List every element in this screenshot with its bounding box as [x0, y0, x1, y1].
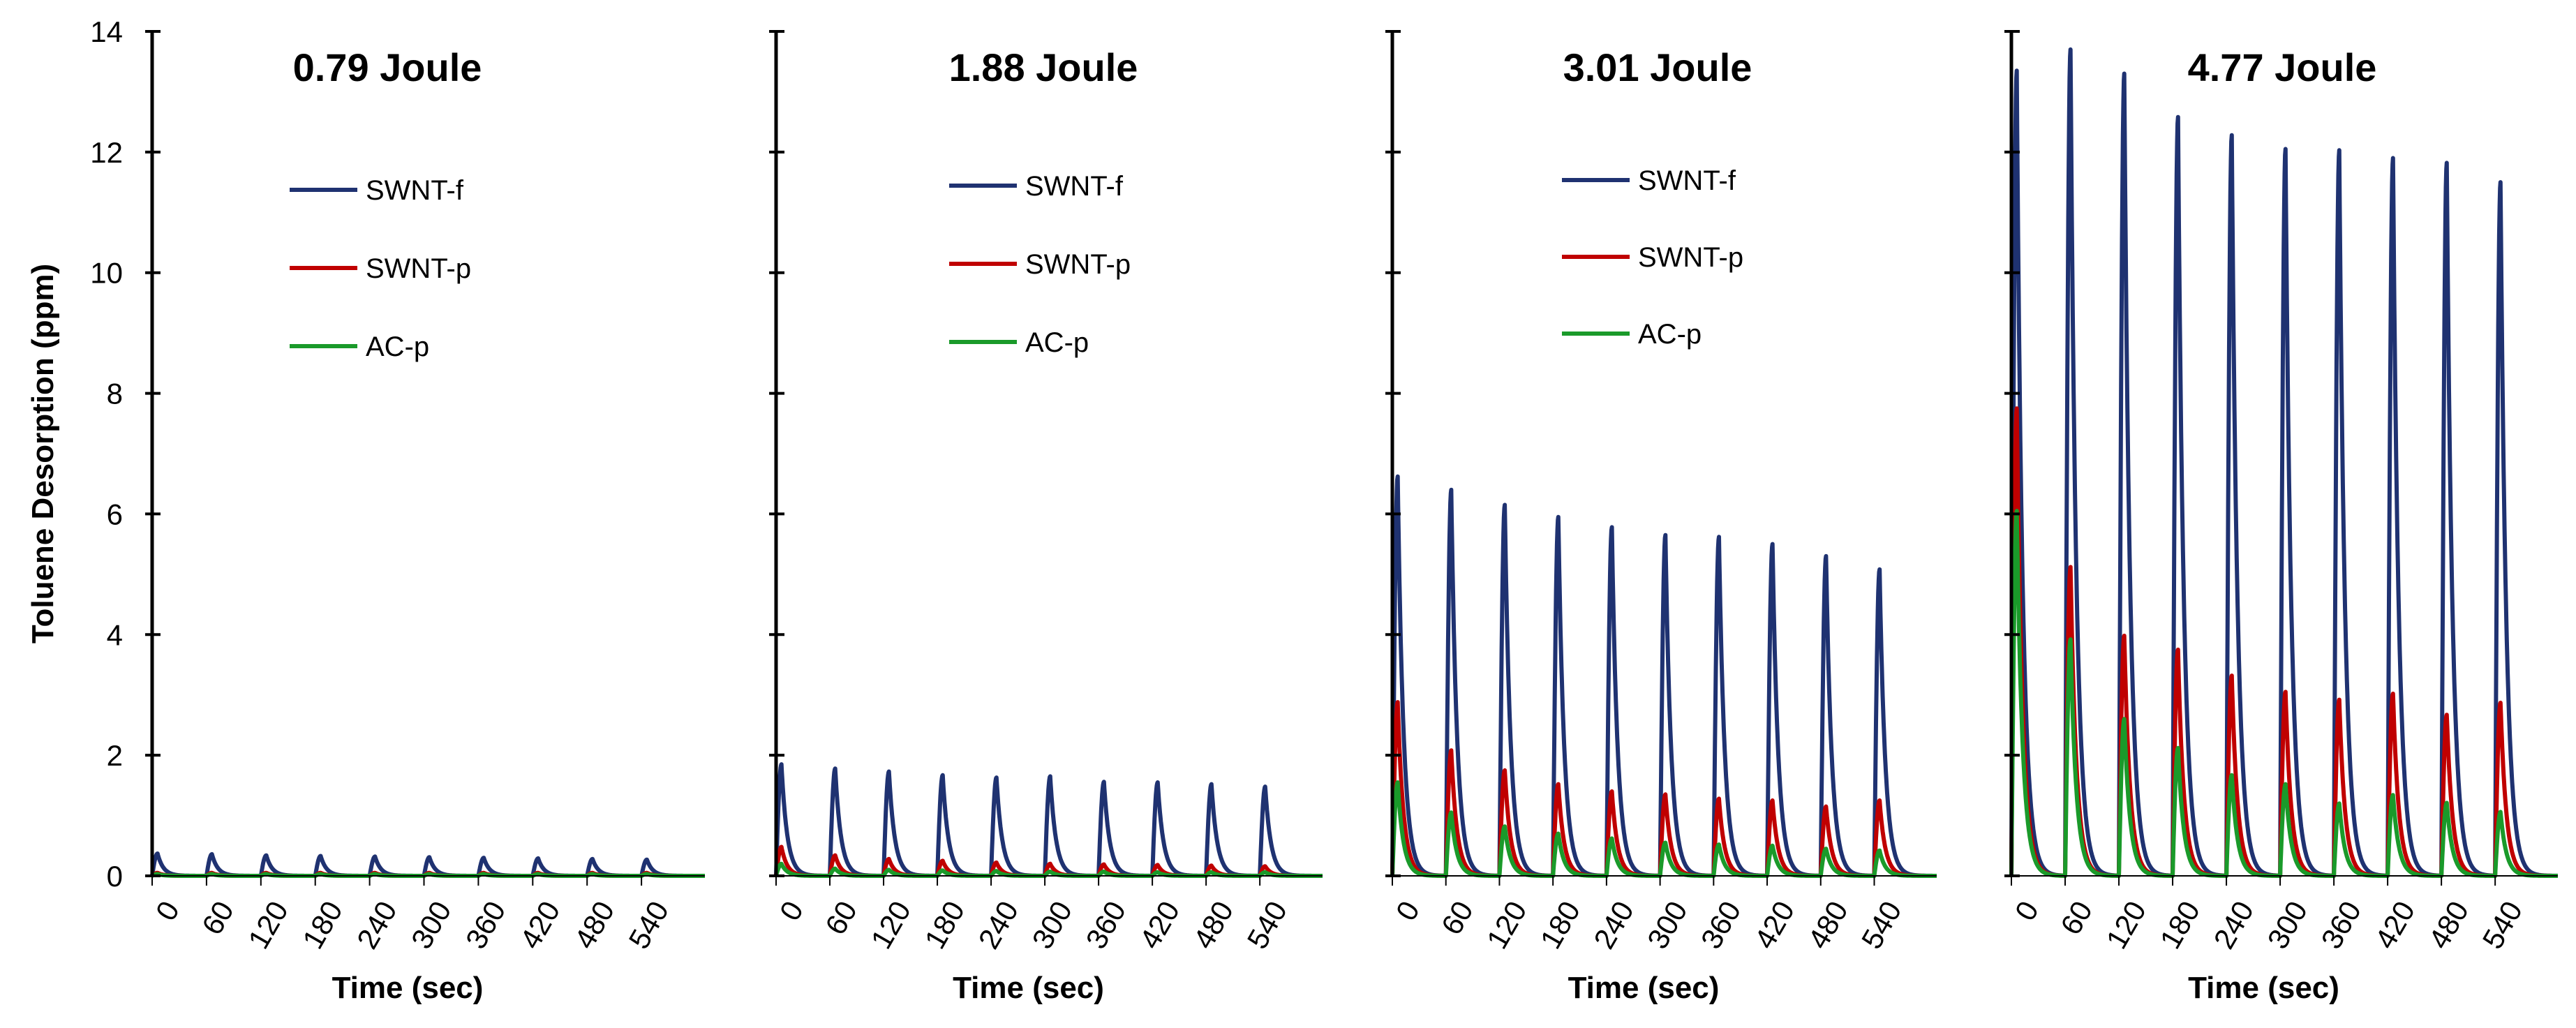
x-tick-label: 0 — [2009, 895, 2045, 926]
x-tick-label: 300 — [1641, 895, 1694, 954]
y-tick-label: 8 — [107, 378, 123, 410]
legend-item: SWNT-p — [290, 253, 471, 284]
legend-item: SWNT-f — [1562, 165, 1736, 196]
x-tick-label: 300 — [1025, 895, 1078, 954]
x-tick-label: 300 — [2261, 895, 2314, 954]
legend-item: AC-p — [1562, 319, 1702, 350]
x-axis-title: Time (sec) — [332, 971, 484, 1005]
legend: SWNT-f SWNT-p AC-p — [1562, 165, 1743, 350]
x-tick-label: 60 — [2054, 895, 2099, 940]
legend-item: AC-p — [949, 327, 1089, 358]
y-tick-label: 6 — [107, 498, 123, 530]
series-line-swnt-f — [774, 762, 1325, 878]
y-axis-title: Toluene Desorption (ppm) — [26, 264, 60, 643]
x-tick-label: 180 — [1534, 895, 1587, 954]
legend: SWNT-f SWNT-p AC-p — [290, 175, 471, 362]
y-tick-label: 4 — [107, 618, 123, 651]
x-tick-label: 300 — [405, 895, 458, 954]
legend-label: AC-p — [1638, 319, 1702, 350]
x-tick-label: 120 — [241, 895, 295, 954]
x-tick-label: 540 — [1241, 895, 1294, 954]
legend-item: SWNT-f — [290, 175, 464, 206]
chart-panel-1: 0 2 4 6 8 10 12 14 0 60 120 180 240 300 360 420 480 540 Ti… — [26, 15, 707, 1005]
chart-panel-2: 0 60 120 180 240 300 360 420 480 540 Time (sec) 1.8… — [769, 30, 1325, 1005]
chart-title: 1.88 Joule — [949, 45, 1138, 89]
x-tick-label: 0 — [773, 895, 810, 926]
x-tick-label: 540 — [1855, 895, 1908, 954]
legend-label: AC-p — [366, 332, 429, 362]
x-tick-label: 60 — [819, 895, 863, 940]
x-tick-label: 420 — [1748, 895, 1801, 954]
legend-label: SWNT-f — [366, 175, 464, 206]
x-tick-label: 0 — [1390, 895, 1426, 926]
chart-panel-3: 0 60 120 180 240 300 360 420 480 540 Time (sec) 3.0… — [1385, 30, 1939, 1005]
x-tick-label: 420 — [2368, 895, 2421, 954]
x-tick-label: 180 — [2153, 895, 2206, 954]
x-tick-label: 480 — [2422, 895, 2476, 954]
series-line-ac-p — [2009, 509, 2560, 878]
legend-label: AC-p — [1025, 327, 1089, 358]
x-axis-title: Time (sec) — [1568, 971, 1720, 1005]
x-tick-label: 0 — [149, 895, 186, 926]
x-axis-title: Time (sec) — [953, 971, 1104, 1005]
x-tick-label: 60 — [195, 895, 240, 940]
x-tick-label: 180 — [296, 895, 349, 954]
x-tick-label: 360 — [1695, 895, 1748, 954]
y-tick-label: 10 — [90, 257, 123, 290]
x-tick-label: 480 — [1187, 895, 1240, 954]
x-tick-label: 240 — [350, 895, 403, 954]
x-tick-label: 540 — [622, 895, 675, 954]
x-tick-label: 240 — [1587, 895, 1640, 954]
x-tick-label: 540 — [2476, 895, 2529, 954]
x-tick-label: 420 — [1133, 895, 1186, 954]
y-tick-label: 14 — [90, 15, 123, 48]
legend-label: SWNT-p — [1638, 242, 1743, 273]
x-tick-label: 360 — [1079, 895, 1132, 954]
x-tick-label: 60 — [1435, 895, 1480, 940]
legend-label: SWNT-f — [1025, 171, 1124, 202]
x-tick-label: 480 — [568, 895, 621, 954]
x-tick-label: 360 — [2314, 895, 2367, 954]
x-tick-label: 120 — [1480, 895, 1533, 954]
legend-label: SWNT-p — [1025, 249, 1131, 280]
legend: SWNT-f SWNT-p AC-p — [949, 171, 1131, 358]
x-tick-label: 180 — [918, 895, 971, 954]
legend-label: SWNT-f — [1638, 165, 1736, 196]
x-tick-label: 240 — [971, 895, 1025, 954]
x-tick-label: 420 — [514, 895, 567, 954]
legend-item: AC-p — [290, 332, 429, 362]
chart-title: 3.01 Joule — [1563, 45, 1752, 89]
legend-item: SWNT-p — [949, 249, 1131, 280]
x-tick-label: 120 — [2099, 895, 2152, 954]
x-tick-label: 120 — [864, 895, 917, 954]
chart-panel-4: 0 60 120 180 240 300 360 420 480 540 Time (sec) 4.7… — [2004, 30, 2560, 1005]
x-tick-label: 480 — [1801, 895, 1854, 954]
y-tick-label: 12 — [90, 136, 123, 169]
x-tick-label: 240 — [2207, 895, 2260, 954]
chart-title: 4.77 Joule — [2188, 45, 2377, 89]
x-tick-label: 360 — [459, 895, 512, 954]
y-tick-label: 0 — [107, 860, 123, 893]
chart-title: 0.79 Joule — [293, 45, 482, 89]
legend-item: SWNT-f — [949, 171, 1124, 202]
legend-label: SWNT-p — [366, 253, 471, 284]
x-axis-title: Time (sec) — [2188, 971, 2339, 1005]
legend-item: SWNT-p — [1562, 242, 1743, 273]
y-tick-label: 2 — [107, 739, 123, 772]
